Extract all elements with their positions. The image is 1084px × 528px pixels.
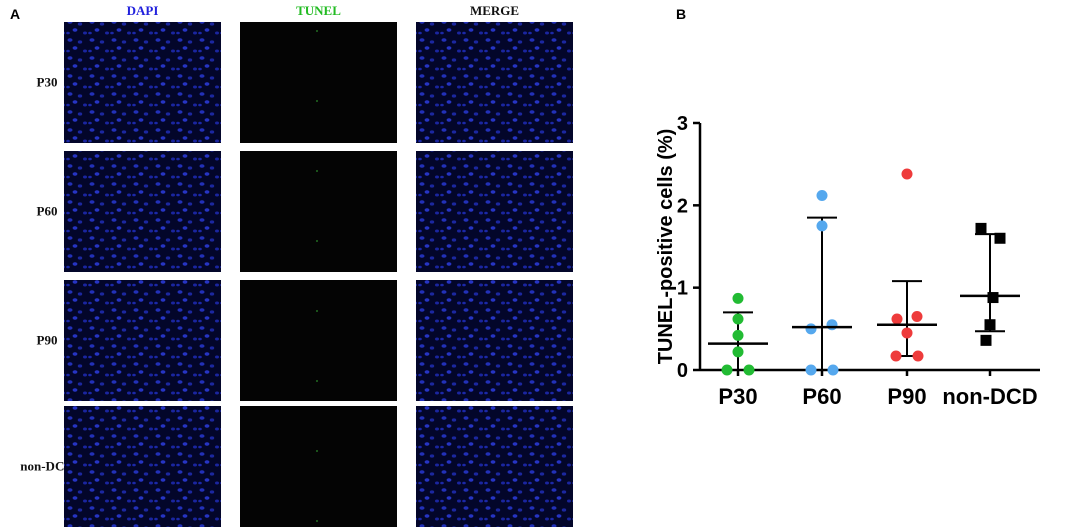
- row-label: P60: [37, 204, 58, 219]
- data-point: [827, 364, 839, 376]
- data-point: [732, 346, 744, 358]
- y-axis-label: TUNEL-positive cells (%): [655, 129, 677, 365]
- micrograph: [240, 151, 397, 272]
- y-tick-label: 2: [677, 195, 688, 217]
- row-label: non-DCD: [20, 459, 73, 474]
- micrograph: [240, 406, 397, 527]
- data-point: [816, 189, 828, 201]
- row-label: P90: [37, 333, 58, 348]
- data-point: [912, 350, 924, 362]
- x-tick-label: P30: [718, 384, 757, 409]
- column-header: DAPI: [127, 3, 159, 18]
- data-point: [721, 364, 733, 376]
- column-header: MERGE: [470, 3, 519, 18]
- micrograph: [64, 151, 221, 272]
- panel-label: B: [676, 6, 686, 22]
- micrograph: [416, 406, 573, 527]
- data-point: [891, 313, 903, 325]
- data-point: [732, 292, 744, 304]
- x-tick-label: P90: [887, 384, 926, 409]
- micrograph: [240, 280, 397, 401]
- data-point: [911, 310, 923, 322]
- x-tick-label: P60: [802, 384, 841, 409]
- data-point: [743, 364, 755, 376]
- data-point: [805, 364, 817, 376]
- y-tick-label: 1: [677, 278, 688, 300]
- x-tick-label: non-DCD: [942, 384, 1037, 409]
- image-grid: DAPI TUNEL MERGE P30 P60 P90 non-DCD: [20, 3, 573, 527]
- data-point: [994, 232, 1006, 244]
- data-point: [980, 334, 992, 346]
- data-point: [890, 350, 902, 362]
- data-point: [987, 292, 999, 304]
- micrograph: [416, 22, 573, 143]
- data-point: [732, 329, 744, 341]
- data-point: [816, 220, 828, 232]
- data-point: [975, 222, 987, 234]
- micrograph: [64, 22, 221, 143]
- panel-label: A: [10, 6, 20, 22]
- micrograph: [240, 22, 397, 143]
- y-tick-label: 0: [677, 360, 688, 382]
- data-point: [901, 327, 913, 339]
- micrograph: [64, 280, 221, 401]
- micrograph: [64, 406, 221, 527]
- data-point: [826, 319, 838, 331]
- data-point: [732, 313, 744, 325]
- data-point: [901, 168, 913, 180]
- y-tick-label: 3: [677, 113, 688, 135]
- data-point: [805, 323, 817, 335]
- data-point: [984, 319, 996, 331]
- micrograph: [416, 151, 573, 272]
- column-header: TUNEL: [296, 3, 341, 18]
- micrograph: [416, 280, 573, 401]
- row-label: P30: [37, 75, 58, 90]
